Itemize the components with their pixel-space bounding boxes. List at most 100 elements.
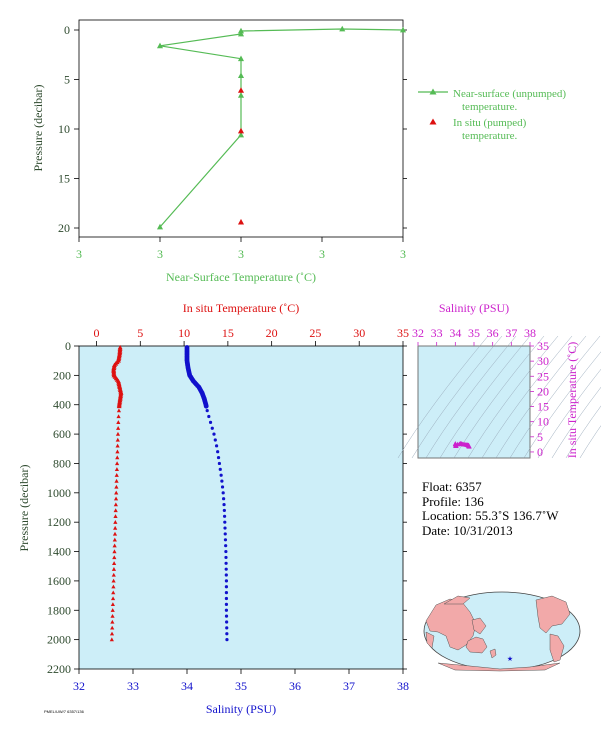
temperature-point	[115, 443, 120, 448]
profile-bottom-tick-label: 32	[73, 679, 85, 693]
ts-right-tick-label: 0	[537, 445, 543, 459]
density-contour	[495, 335, 587, 459]
ts-top-tick-label: 35	[468, 326, 480, 340]
salinity-point	[216, 450, 220, 454]
profile-label: Profile:	[422, 493, 461, 509]
density-contour	[439, 335, 531, 459]
density-contour	[579, 425, 601, 459]
salinity-point	[220, 485, 225, 489]
salinity-point	[224, 573, 228, 577]
salinity-point	[223, 532, 227, 536]
ns-pumped-point	[237, 218, 245, 225]
salinity-point	[207, 414, 211, 419]
location-value: 55.3˚S 136.7˚W	[475, 508, 559, 523]
ts-point	[466, 444, 472, 449]
profile-y-tick-label: 1600	[47, 574, 71, 588]
salinity-point	[222, 497, 226, 501]
ns-unpumped-point	[399, 26, 407, 33]
salinity-point	[213, 438, 217, 442]
temperature-point	[113, 525, 118, 530]
density-contour	[509, 335, 601, 459]
legend-marker-pumped	[429, 118, 437, 125]
float-value: 6357	[455, 479, 482, 494]
ns-unpumped-point	[237, 27, 245, 34]
profile-top-tick-label: 15	[222, 326, 234, 340]
temperature-point	[112, 549, 117, 554]
temperature-point	[110, 608, 115, 612]
location-row: Location: 55.3˚S 136.7˚W	[422, 508, 597, 524]
ns-x-tick-label: 3	[319, 247, 325, 261]
salinity-point	[222, 508, 226, 513]
ns-pumped-point	[237, 87, 245, 93]
salinity-point	[205, 409, 209, 413]
ts-salinity-axis: 32 33 34 35 36 37 38	[412, 326, 536, 346]
ts-right-tick-label: 30	[537, 354, 549, 368]
temperature-point	[112, 561, 117, 565]
salinity-point	[222, 514, 227, 518]
temperature-point	[111, 578, 116, 583]
ts-right-tick-label: 5	[537, 430, 543, 444]
temperature-point	[115, 455, 120, 460]
salinity-point	[208, 420, 213, 424]
salinity-point	[217, 461, 221, 466]
temperature-point	[115, 437, 120, 442]
near-surface-panel: 0 5 10 15 20 3 3 3 3 3 Near-Surface Temperature …	[31, 19, 566, 284]
salinity-point	[210, 426, 214, 430]
salinity-point	[214, 444, 219, 448]
temperature-point	[113, 502, 118, 507]
ts-top-tick-label: 32	[412, 326, 424, 340]
profile-bottom-tick-label: 38	[397, 679, 409, 693]
salinity-point	[225, 638, 229, 642]
salinity-point	[224, 549, 228, 554]
near-surface-x-axis-label: Near-Surface Temperature (˚C)	[166, 270, 316, 284]
ts-top-tick-label: 36	[487, 326, 499, 340]
salinity-point	[224, 614, 229, 618]
profile-top-tick-label: 20	[266, 326, 278, 340]
salinity-point	[212, 432, 216, 436]
temperature-point	[113, 496, 119, 501]
date-row: Date: 10/31/2013	[422, 523, 597, 539]
salinity-point	[224, 602, 229, 607]
near-surface-x-ticks: 3 3 3 3 3	[76, 237, 406, 261]
ts-right-tick-label: 15	[537, 400, 549, 414]
profile-bottom-tick-label: 33	[127, 679, 139, 693]
profile-y-tick-label: 400	[53, 398, 71, 412]
salinity-point	[224, 567, 228, 571]
temperature-point	[116, 408, 122, 413]
ts-right-tick-label: 10	[537, 415, 549, 429]
ts-right-tick-label: 20	[537, 384, 549, 398]
ts-right-tick-label: 25	[537, 369, 549, 383]
profile-value: 136	[464, 493, 484, 509]
near-surface-legend: Near-surface (unpumped) temperature. In …	[418, 88, 566, 142]
salinity-point	[224, 555, 228, 560]
profile-bottom-tick-label: 36	[289, 679, 301, 693]
salinity-point	[224, 608, 229, 612]
salinity-point	[222, 502, 226, 507]
near-surface-y-axis-label: Pressure (decibar)	[31, 85, 45, 172]
ns-y-tick-label: 5	[64, 73, 70, 87]
ts-top-tick-label: 37	[505, 326, 517, 340]
ts-right-tick-label: 35	[537, 339, 549, 353]
salinity-point	[225, 632, 229, 636]
temperature-point	[109, 637, 114, 642]
profile-top-tick-label: 35	[397, 326, 409, 340]
world-map: ★	[423, 591, 581, 672]
profile-y-axis-label: Pressure (decibar)	[17, 465, 31, 552]
ns-y-tick-label: 20	[58, 221, 70, 235]
ns-unpumped-point	[237, 55, 245, 62]
density-contour	[411, 335, 503, 459]
float-label: Float:	[422, 479, 453, 494]
ns-y-tick-label: 15	[58, 172, 70, 186]
temperature-point	[110, 619, 115, 624]
temperature-point	[114, 473, 119, 477]
salinity-profile-series	[184, 345, 229, 642]
ns-unpumped-point	[237, 131, 245, 138]
salinity-point	[219, 473, 223, 477]
salinity-point	[203, 403, 209, 409]
ts-points	[452, 440, 472, 449]
temperature-point	[112, 531, 118, 536]
temperature-point	[112, 537, 117, 542]
temperature-point	[115, 449, 120, 454]
